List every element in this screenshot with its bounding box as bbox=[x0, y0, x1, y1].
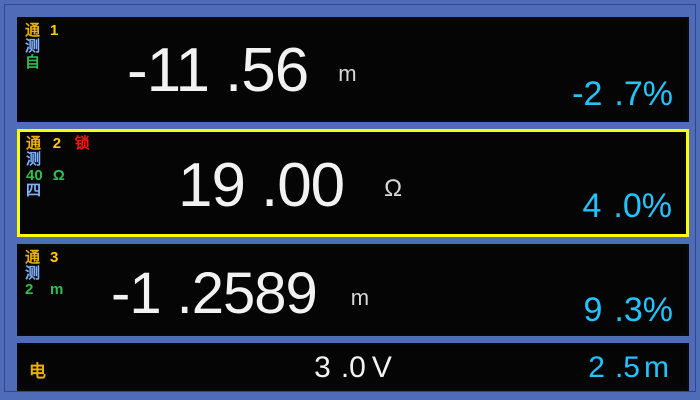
current-unit: m bbox=[644, 351, 669, 384]
channel-3-annunciators: 通 测 2 3 x m bbox=[25, 248, 111, 334]
channel-row-3[interactable]: 通 测 2 3 x m -1.2589 m 9 .3% bbox=[17, 244, 689, 336]
voltage-source-icon: 电 bbox=[29, 362, 46, 382]
value-integer-part: 19 bbox=[178, 151, 246, 220]
measure-indicator-icon: 测 bbox=[26, 149, 42, 168]
value-fraction-part: .56 bbox=[225, 36, 309, 105]
display-bezel: 通 测 自 1 -11.56 m -2.7% 通 测 40 四 bbox=[4, 4, 696, 392]
channel-number-label: 3 bbox=[50, 249, 59, 266]
channel-1-annunciators: 通 测 自 1 bbox=[25, 21, 111, 120]
current-fraction-part: .5 bbox=[614, 351, 640, 384]
percent-integer-part: 4 bbox=[582, 187, 602, 225]
value-fraction-part: .2589 bbox=[176, 261, 318, 326]
range-unit-label: m bbox=[50, 280, 64, 298]
status-bar[interactable]: 电 3 .0 V 2 .5 m bbox=[17, 343, 689, 391]
channel-row-1[interactable]: 通 测 自 1 -11.56 m -2 .7% bbox=[17, 17, 689, 122]
voltage-fraction-part: .0 bbox=[340, 351, 366, 384]
channel-3-value: -1.2589 m bbox=[111, 260, 369, 327]
range-value-label: 2 bbox=[25, 280, 34, 298]
channel-number-label: 2 bbox=[52, 135, 62, 152]
current-integer-part: 2 bbox=[588, 351, 605, 384]
channel-2-annunciators: 通 测 40 四 2 x Ω 锁 bbox=[26, 134, 112, 234]
auto-range-indicator-icon: 自 bbox=[25, 52, 41, 71]
measure-indicator-icon: 测 bbox=[25, 36, 41, 55]
four-wire-indicator-icon: 四 bbox=[26, 181, 42, 200]
percent-integer-part: -2 bbox=[572, 75, 603, 113]
channel-2-percent: 4 .0% bbox=[582, 187, 672, 226]
measure-indicator-icon: 测 bbox=[25, 263, 41, 282]
status-bar-current: 2 .5 m bbox=[588, 351, 669, 385]
channel-1-value: -11.56 m bbox=[127, 35, 357, 106]
voltage-integer-part: 3 bbox=[314, 351, 331, 384]
percent-fraction-part: .0% bbox=[613, 187, 672, 225]
value-unit: m bbox=[338, 61, 356, 86]
mode-indicator-icon: 通 bbox=[25, 248, 41, 266]
channel-3-percent: 9 .3% bbox=[583, 291, 673, 330]
channel-1-percent: -2 .7% bbox=[572, 75, 673, 114]
mode-indicator-icon: 通 bbox=[26, 134, 42, 152]
range-unit-label: Ω bbox=[52, 166, 65, 184]
locked-indicator-icon: 锁 bbox=[74, 134, 90, 152]
value-fraction-part: .00 bbox=[260, 151, 345, 220]
percent-fraction-part: .7% bbox=[614, 75, 673, 113]
value-integer-part: -1 bbox=[111, 261, 162, 326]
value-integer-part: -11 bbox=[127, 36, 210, 105]
value-unit: Ω bbox=[384, 175, 402, 202]
status-bar-voltage: 3 .0 V bbox=[19, 351, 687, 385]
channel-2-value: 19.00 Ω bbox=[178, 150, 402, 221]
voltage-unit: V bbox=[371, 351, 392, 384]
percent-integer-part: 9 bbox=[583, 291, 603, 329]
channel-row-2[interactable]: 通 测 40 四 2 x Ω 锁 19.00 Ω 4 .0% bbox=[17, 129, 689, 237]
range-value-label: 40 bbox=[26, 166, 43, 184]
channel-number-label: 1 bbox=[50, 22, 59, 39]
value-unit: m bbox=[350, 285, 369, 310]
percent-fraction-part: .3% bbox=[614, 291, 673, 329]
mode-indicator-icon: 通 bbox=[25, 21, 41, 39]
